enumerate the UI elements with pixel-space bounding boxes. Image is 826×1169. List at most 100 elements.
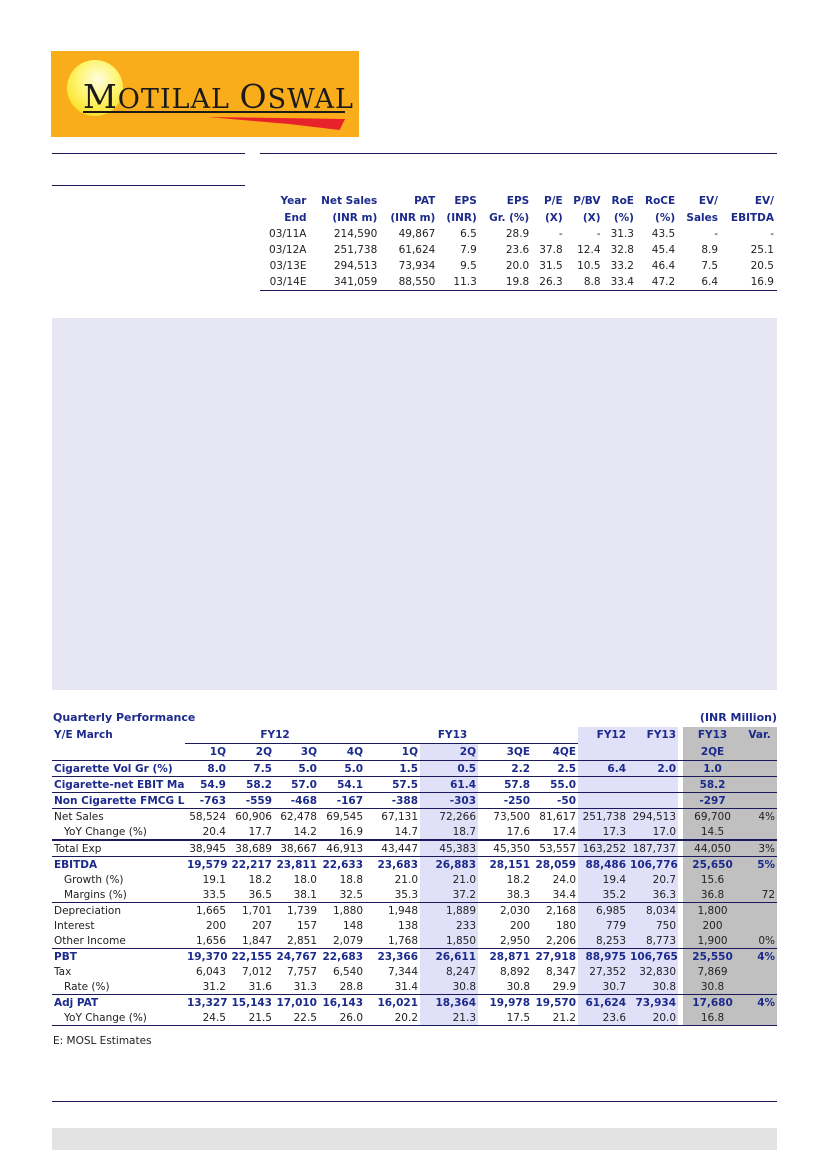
quarter-header: 2Q bbox=[228, 743, 274, 761]
quarter-header bbox=[742, 743, 778, 761]
value-cell: 57.8 bbox=[478, 776, 533, 793]
value-cell: 55.0 bbox=[532, 776, 579, 793]
value-cell: 3% bbox=[742, 840, 778, 857]
value-cell: 2,206 bbox=[532, 933, 579, 949]
spacer bbox=[678, 979, 684, 995]
financial-summary-table: Year Net Sales PAT EPS EPS P/E P/BV RoE RoCE EV/E… bbox=[260, 192, 777, 291]
value-cell: 17.7 bbox=[228, 824, 274, 841]
value-cell: 17.0 bbox=[628, 824, 679, 841]
table-row: PBT 19,370 22,155 24,767 22,683 23,366 26,611 2… bbox=[52, 948, 778, 964]
summary-cell: 20.5 bbox=[750, 260, 774, 272]
value-cell: 294,513 bbox=[628, 808, 679, 824]
value-cell: 57.0 bbox=[274, 776, 319, 793]
logo-text: MOTILAL OSWAL bbox=[83, 77, 354, 116]
spacer bbox=[678, 933, 684, 949]
summary-cell: - bbox=[558, 228, 563, 240]
value-cell: 38,667 bbox=[274, 840, 319, 857]
value-cell: 38.1 bbox=[274, 887, 319, 903]
value-cell: 54.9 bbox=[185, 776, 228, 793]
value-cell: 33.5 bbox=[185, 887, 228, 903]
spacer bbox=[678, 808, 684, 824]
row-label: EBITDA bbox=[54, 858, 98, 871]
summary-cell: 6.5 bbox=[460, 228, 477, 240]
value-cell bbox=[742, 824, 778, 841]
value-cell: 7,012 bbox=[241, 965, 272, 978]
value-cell: 17,680 bbox=[683, 994, 743, 1010]
table-row: Total Exp 38,945 38,689 38,667 46,913 43,447 4… bbox=[52, 840, 778, 857]
value-cell: 25,550 bbox=[683, 948, 743, 964]
value-cell: 43,447 bbox=[365, 840, 421, 857]
value-cell bbox=[742, 964, 778, 979]
value-cell: 15.6 bbox=[683, 872, 743, 887]
value-cell: 18.7 bbox=[420, 824, 479, 841]
value-cell: 200 bbox=[205, 919, 226, 932]
value-cell: 157 bbox=[296, 919, 317, 932]
quarter-header bbox=[578, 743, 629, 761]
value-cell: 1,889 bbox=[420, 902, 479, 918]
column-header: EV/ bbox=[754, 194, 774, 207]
value-cell: 45,350 bbox=[478, 840, 533, 857]
summary-cell: 03/12A bbox=[269, 244, 307, 256]
quarterly-unit: (INR Million) bbox=[699, 711, 777, 724]
column-header: (X) bbox=[544, 211, 563, 224]
table-row: Depreciation 1,665 1,701 1,739 1,880 1,948 1,8… bbox=[52, 902, 778, 918]
summary-cell: 10.5 bbox=[577, 260, 601, 272]
column-header: RoE bbox=[611, 194, 634, 207]
row-label: Growth (%) bbox=[64, 873, 124, 886]
value-cell: 54.1 bbox=[319, 776, 366, 793]
value-cell: 57.5 bbox=[365, 776, 421, 793]
value-cell: 18.2 bbox=[506, 873, 531, 886]
value-cell: 38.3 bbox=[478, 887, 533, 903]
value-cell bbox=[742, 1010, 778, 1026]
row-label: Non Cigarette FMCG Loss bbox=[52, 792, 185, 809]
value-cell: 14.5 bbox=[683, 824, 743, 841]
divider bbox=[260, 153, 777, 154]
value-cell: 20.0 bbox=[628, 1010, 679, 1026]
value-cell: 27,918 bbox=[535, 950, 577, 963]
value-cell: 17.3 bbox=[578, 824, 629, 841]
spacer bbox=[678, 792, 684, 809]
table-row: YoY Change (%) 20.4 17.7 14.2 16.9 14.7 18.7 17… bbox=[52, 824, 778, 841]
row-label: Depreciation bbox=[54, 904, 121, 917]
value-cell: 20.4 bbox=[185, 824, 228, 841]
column-header: Net Sales bbox=[321, 194, 378, 207]
quarter-header: 2Q bbox=[420, 743, 479, 761]
spacer bbox=[678, 964, 684, 979]
summary-cell: 33.2 bbox=[610, 260, 634, 272]
value-cell: 32,830 bbox=[628, 964, 679, 979]
spacer bbox=[678, 727, 684, 744]
value-cell: 22,633 bbox=[322, 858, 364, 871]
summary-cell: 251,738 bbox=[333, 244, 378, 256]
value-cell: 1.0 bbox=[683, 760, 743, 777]
quarterly-performance-table: Y/E March FY12 FY13 FY12 FY13 FY13 Var. … bbox=[52, 727, 778, 1026]
value-cell: 19,978 bbox=[489, 996, 531, 1009]
value-cell: 163,252 bbox=[578, 840, 629, 857]
value-cell bbox=[742, 979, 778, 995]
value-cell: 81,617 bbox=[539, 810, 577, 823]
label-blank bbox=[52, 743, 185, 761]
value-cell: 1,900 bbox=[683, 933, 743, 949]
value-cell: 30.8 bbox=[683, 979, 743, 995]
column-header: Sales bbox=[686, 211, 719, 224]
value-cell: 58.2 bbox=[683, 776, 743, 793]
value-cell: 6,540 bbox=[332, 965, 364, 978]
row-label: Rate (%) bbox=[52, 979, 185, 995]
column-header: EV/ bbox=[698, 194, 719, 207]
value-cell: 4% bbox=[742, 948, 778, 964]
summary-cell: 214,590 bbox=[333, 228, 378, 240]
summary-cell: 7.9 bbox=[460, 244, 477, 256]
summary-cell: 20.0 bbox=[505, 260, 530, 272]
value-cell: 67,131 bbox=[381, 810, 419, 823]
logo-swoosh bbox=[208, 117, 345, 130]
value-cell: 53,557 bbox=[532, 840, 579, 857]
summary-cell: 12.4 bbox=[577, 244, 601, 256]
value-cell: 58.2 bbox=[228, 776, 274, 793]
value-cell: 17,010 bbox=[276, 996, 317, 1009]
value-cell: 1,768 bbox=[365, 933, 421, 949]
summary-header-row: Year Net Sales PAT EPS EPS P/E P/BV RoE RoCE EV/E… bbox=[260, 192, 777, 209]
summary-cell: 7.5 bbox=[701, 260, 719, 272]
value-cell: 88,486 bbox=[578, 856, 629, 872]
value-cell: 2,168 bbox=[545, 904, 577, 917]
value-cell: 30.8 bbox=[478, 979, 533, 995]
column-header: (%) bbox=[613, 211, 634, 224]
